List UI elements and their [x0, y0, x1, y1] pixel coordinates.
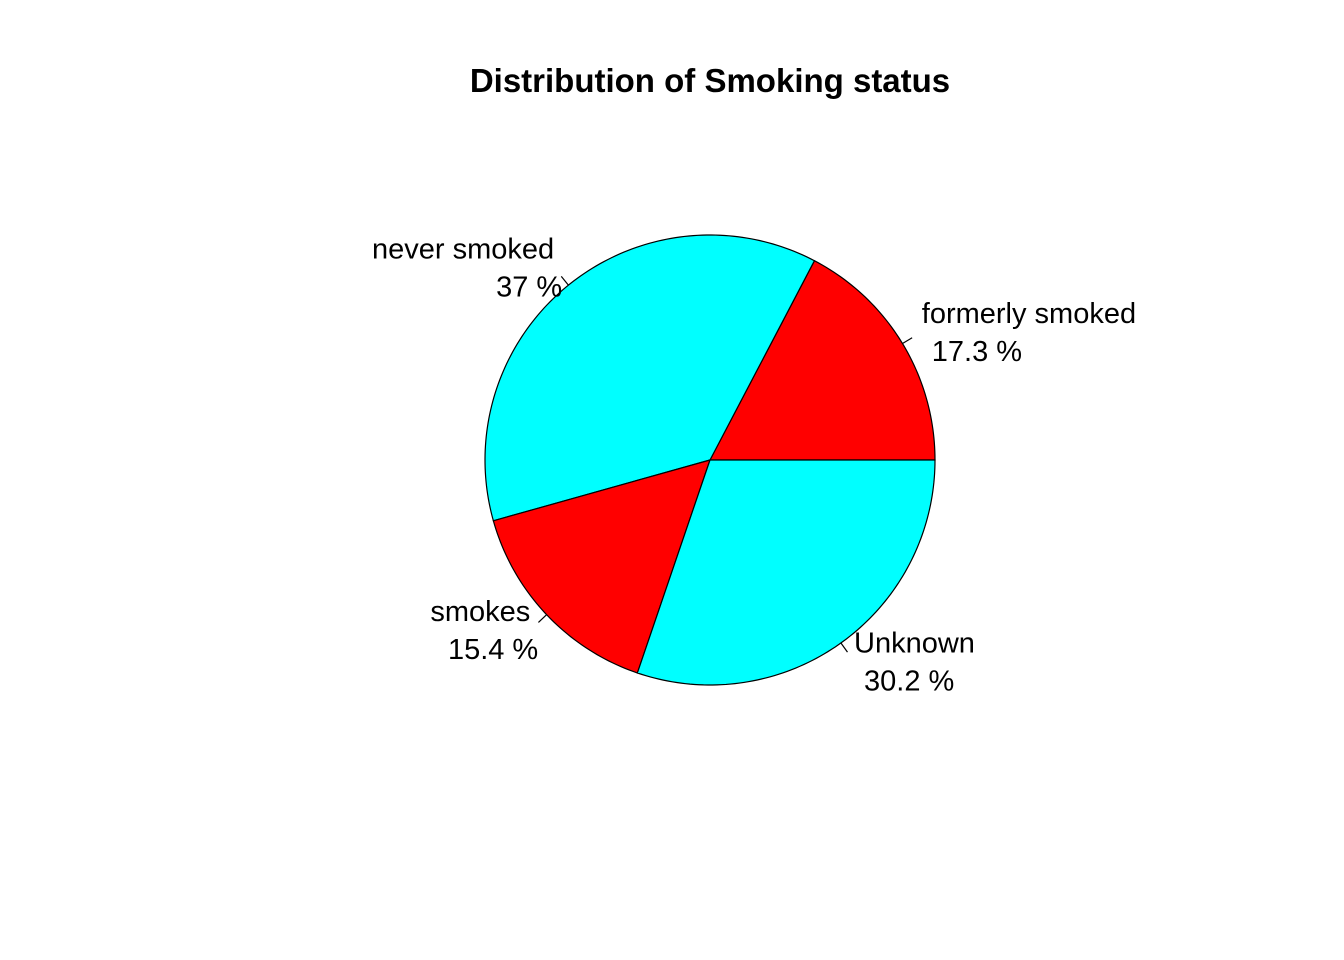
- slice-category-label: never smoked: [372, 234, 554, 266]
- slice-label-smokes: smokes 15.4 %: [430, 596, 538, 666]
- pie-slice-formerly-smoked: [709, 259, 936, 461]
- slice-label-formerly-smoked: formerly smoked 17.3 %: [922, 298, 1136, 368]
- chart-title: Distribution of Smoking status: [470, 62, 950, 99]
- pie-slices: [484, 234, 936, 686]
- slice-percent-label: 17.3 %: [932, 336, 1022, 368]
- leader-never-smoked: [560, 276, 569, 286]
- label-leaders: [537, 276, 913, 653]
- leader-formerly-smoked: [902, 337, 913, 345]
- slice-label-unknown: Unknown 30.2 %: [854, 627, 975, 697]
- slice-category-label: Unknown: [854, 627, 975, 659]
- slice-labels: formerly smoked 17.3 % never smoked 37 % smo…: [372, 234, 1136, 698]
- slice-percent-label: 30.2 %: [864, 665, 954, 697]
- leader-smokes: [537, 614, 547, 623]
- pie-slice-never-smoked: [484, 234, 816, 522]
- pie-slice-unknown: [636, 459, 936, 686]
- slice-percent-label: 37 %: [496, 272, 562, 304]
- slice-category-label: smokes: [430, 596, 530, 628]
- leader-unknown: [840, 642, 848, 653]
- slice-category-label: formerly smoked: [922, 298, 1136, 330]
- slice-label-never-smoked: never smoked 37 %: [372, 234, 562, 304]
- slice-percent-label: 15.4 %: [448, 634, 538, 666]
- pie-slice-smokes: [492, 459, 711, 674]
